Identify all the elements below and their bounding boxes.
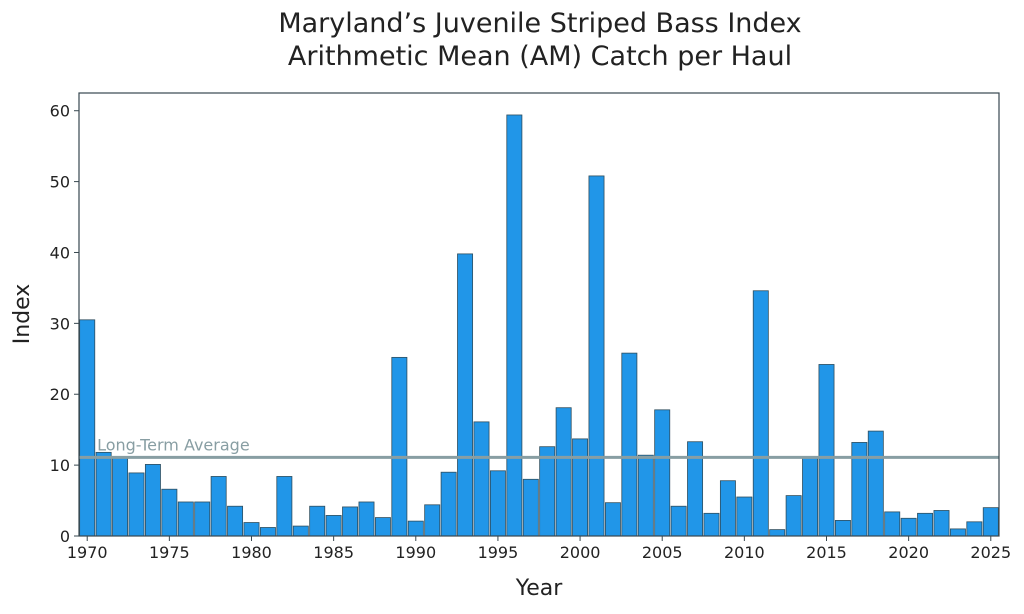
bar-1986 bbox=[342, 506, 359, 537]
bar-1983 bbox=[292, 525, 309, 537]
bar-2011 bbox=[752, 290, 769, 537]
x-tick-label: 1995 bbox=[478, 543, 519, 562]
y-axis-label: Index bbox=[10, 284, 35, 345]
bar-1993 bbox=[457, 253, 474, 537]
bar-2006 bbox=[670, 505, 687, 537]
reference-layer: Long-Term Average bbox=[79, 435, 999, 459]
x-tick-label: 2010 bbox=[724, 543, 765, 562]
bar-2005 bbox=[654, 409, 671, 537]
bar-1987 bbox=[358, 501, 375, 537]
x-tick-label: 2000 bbox=[560, 543, 601, 562]
bar-1972 bbox=[112, 457, 129, 537]
x-tick-label: 2020 bbox=[888, 543, 929, 562]
x-tick-label: 1975 bbox=[149, 543, 190, 562]
bar-1974 bbox=[144, 464, 161, 537]
bar-1982 bbox=[276, 476, 293, 537]
bar-1973 bbox=[128, 472, 145, 537]
bar-1981 bbox=[259, 527, 276, 537]
bar-1975 bbox=[161, 488, 178, 537]
bar-1998 bbox=[539, 446, 556, 537]
x-tick-label: 1990 bbox=[395, 543, 436, 562]
bar-1992 bbox=[440, 471, 457, 537]
bar-2015 bbox=[818, 364, 835, 537]
bar-1995 bbox=[489, 470, 506, 537]
bar-1990 bbox=[407, 520, 424, 537]
y-tick-label: 50 bbox=[50, 173, 70, 192]
bar-2014 bbox=[802, 457, 819, 537]
bar-2003 bbox=[621, 352, 638, 537]
bar-2001 bbox=[588, 175, 605, 537]
y-tick-label: 0 bbox=[60, 527, 70, 546]
bar-1978 bbox=[210, 476, 227, 537]
bar-1996 bbox=[506, 114, 523, 537]
bar-1984 bbox=[309, 505, 326, 537]
bar-2024 bbox=[966, 521, 983, 537]
bar-1994 bbox=[473, 421, 490, 537]
bar-1999 bbox=[555, 407, 572, 537]
bar-2010 bbox=[736, 496, 753, 537]
bar-2025 bbox=[982, 507, 999, 537]
x-tick-label: 1985 bbox=[313, 543, 354, 562]
x-tick-label: 2025 bbox=[970, 543, 1011, 562]
bar-2008 bbox=[703, 512, 720, 537]
bars-layer bbox=[79, 114, 999, 537]
chart-title-line2: Arithmetic Mean (AM) Catch per Haul bbox=[288, 41, 792, 72]
bar-2020 bbox=[900, 517, 917, 537]
bar-1991 bbox=[424, 504, 441, 537]
chart-title-line1: Maryland’s Juvenile Striped Bass Index bbox=[278, 8, 801, 39]
bar-2022 bbox=[933, 510, 950, 537]
y-axis-ticks: 0 10 20 30 40 50 60 bbox=[50, 102, 79, 546]
bar-2016 bbox=[834, 520, 851, 537]
bar-1979 bbox=[227, 505, 244, 537]
bar-1997 bbox=[522, 478, 539, 537]
x-axis-label: Year bbox=[515, 576, 564, 601]
bar-2012 bbox=[769, 529, 786, 537]
bar-2021 bbox=[917, 512, 934, 537]
bar-1980 bbox=[243, 522, 260, 537]
bar-2009 bbox=[719, 480, 736, 537]
bar-1971 bbox=[95, 451, 112, 537]
bar-1977 bbox=[194, 501, 211, 537]
y-tick-label: 20 bbox=[50, 385, 70, 404]
plot-frame bbox=[78, 92, 1000, 537]
bar-2023 bbox=[949, 528, 966, 537]
y-tick-label: 10 bbox=[50, 456, 70, 475]
y-tick-label: 40 bbox=[50, 243, 70, 262]
x-tick-label: 1980 bbox=[231, 543, 272, 562]
bar-2013 bbox=[785, 495, 802, 537]
bar-2002 bbox=[604, 502, 621, 537]
long-term-average-label: Long-Term Average bbox=[97, 435, 250, 454]
x-tick-label: 1970 bbox=[67, 543, 108, 562]
bar-2004 bbox=[637, 454, 654, 537]
bar-2019 bbox=[884, 511, 901, 537]
bar-2000 bbox=[572, 438, 589, 537]
bar-1985 bbox=[325, 515, 342, 537]
x-tick-label: 2015 bbox=[806, 543, 847, 562]
y-tick-label: 30 bbox=[50, 314, 70, 333]
bar-1976 bbox=[177, 501, 194, 537]
bar-2018 bbox=[867, 430, 884, 537]
bar-1988 bbox=[374, 517, 391, 537]
x-axis-ticks: 1970 1975 1980 1985 1990 1995 2000 2005 2010 2015… bbox=[67, 536, 1011, 562]
x-tick-label: 2005 bbox=[642, 543, 683, 562]
bar-1970 bbox=[79, 319, 96, 537]
y-tick-label: 60 bbox=[50, 102, 70, 121]
bar-1989 bbox=[391, 356, 408, 537]
